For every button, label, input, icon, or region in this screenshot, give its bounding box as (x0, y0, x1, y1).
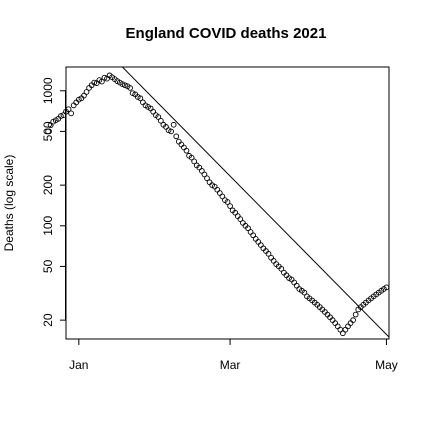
data-point (173, 133, 180, 140)
data-point (383, 284, 390, 291)
data-point (70, 102, 77, 109)
data-point (191, 158, 198, 165)
data-point (332, 320, 339, 327)
data-point (119, 81, 126, 87)
y-tick-label: 20 (41, 313, 55, 327)
data-point (265, 250, 272, 257)
data-point (291, 279, 298, 286)
data-point (270, 257, 277, 264)
data-point (278, 265, 285, 272)
data-point (99, 78, 105, 85)
data-point (101, 74, 108, 81)
data-point (188, 154, 195, 161)
x-axis: Jan Mar May (69, 338, 398, 372)
data-point (301, 289, 308, 296)
data-point (155, 114, 162, 120)
data-point (65, 106, 72, 113)
y-tick-label: 1000 (41, 77, 55, 104)
data-point (227, 203, 233, 209)
data-point (245, 225, 251, 232)
data-point (81, 92, 87, 99)
data-point (170, 121, 177, 128)
data-point (347, 320, 354, 327)
x-tick-label: Jan (69, 358, 88, 372)
x-tick-label: Mar (220, 358, 241, 372)
data-point (183, 147, 190, 154)
data-point (157, 117, 164, 124)
data-point (247, 229, 254, 235)
x-tick-label: May (375, 358, 398, 372)
y-axis: 20 50 100 200 500 1000 (41, 77, 66, 327)
data-point (255, 239, 262, 245)
data-point (137, 95, 144, 102)
data-point (224, 199, 231, 205)
data-point (58, 113, 64, 119)
data-point (204, 175, 210, 182)
y-tick-label: 100 (41, 215, 55, 235)
y-tick-label: 500 (41, 121, 55, 141)
data-point (45, 128, 51, 135)
data-point (140, 99, 146, 106)
data-point (252, 236, 259, 242)
plot-frame (65, 66, 390, 340)
data-point (234, 213, 241, 219)
data-point (168, 128, 174, 135)
data-point (352, 311, 359, 318)
data-point (201, 171, 208, 178)
data-point (345, 323, 351, 330)
chart-title: England COVID deaths 2021 (126, 25, 327, 42)
data-point (334, 323, 341, 330)
data-point (342, 326, 349, 333)
data-point (68, 110, 74, 117)
y-axis-label: Deaths (log scale) (2, 155, 16, 252)
fit-line (122, 66, 390, 338)
data-point (350, 317, 356, 323)
data-point (83, 89, 90, 95)
data-point (257, 242, 264, 248)
fit-line-layer (122, 66, 390, 338)
data-point (214, 186, 221, 193)
data-point (181, 144, 187, 151)
data-point (268, 254, 274, 261)
data-point (127, 85, 133, 91)
data-point (293, 282, 300, 289)
data-point (91, 79, 98, 86)
data-point (122, 82, 128, 89)
data-point (219, 193, 226, 200)
data-point (237, 216, 244, 222)
y-tick-label: 50 (41, 259, 55, 273)
y-tick-label: 200 (41, 175, 55, 195)
data-points (45, 72, 390, 337)
